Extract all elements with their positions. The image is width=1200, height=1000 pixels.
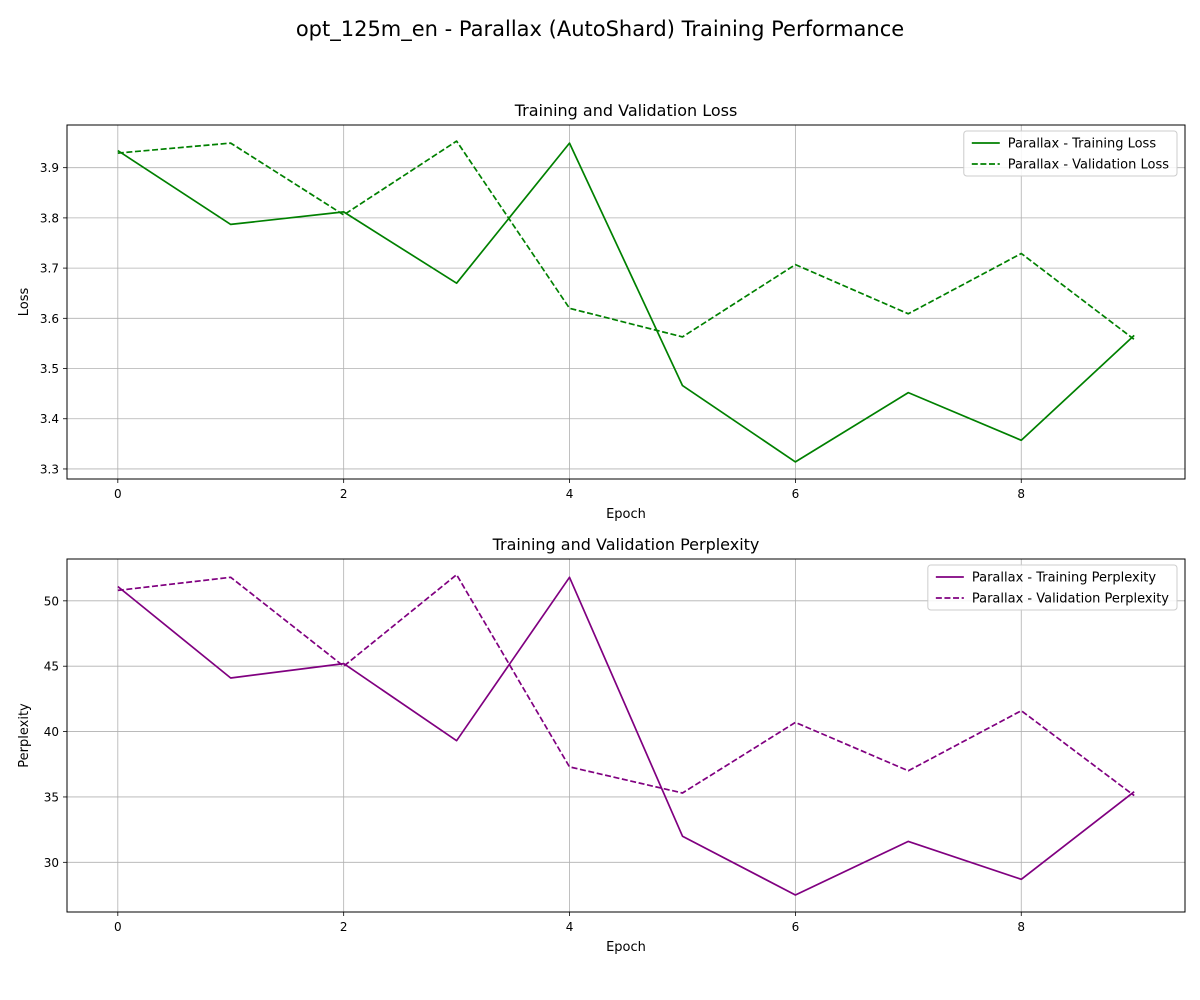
loss-chart: Training and Validation Loss 0 2 4 6 8 3.3 3.4 3… — [17, 101, 1186, 522]
loss-y-tick-label: 3.6 — [40, 312, 59, 326]
loss-x-tick-label: 0 — [114, 487, 122, 501]
perplexity-legend: Parallax - Training Perplexity Parallax -… — [927, 564, 1178, 611]
perplexity-y-tick-label: 45 — [44, 660, 59, 674]
perplexity-y-tick-label: 50 — [44, 594, 59, 608]
loss-y-tick-label: 3.9 — [40, 161, 59, 175]
loss-x-tick-label: 8 — [1017, 487, 1025, 501]
perplexity-y-tick-label: 40 — [44, 725, 59, 739]
loss-x-tick-label: 6 — [792, 487, 800, 501]
loss-legend-label-validation: Parallax - Validation Loss — [1008, 158, 1169, 173]
perplexity-chart-title: Training and Validation Perplexity — [492, 535, 760, 554]
loss-x-axis-label: Epoch — [606, 507, 646, 522]
loss-y-tick-label: 3.8 — [40, 211, 59, 225]
perplexity-x-tick-label: 4 — [566, 920, 574, 934]
loss-axes-frame — [66, 124, 1186, 480]
perplexity-x-tick-label: 0 — [114, 920, 122, 934]
perplexity-legend-box — [927, 564, 1178, 611]
loss-legend-box — [963, 130, 1178, 177]
loss-legend-label-training: Parallax - Training Loss — [1008, 137, 1157, 152]
perplexity-x-tick-label: 8 — [1017, 920, 1025, 934]
perplexity-x-axis-label: Epoch — [606, 940, 646, 955]
perplexity-y-axis-label: Perplexity — [17, 703, 32, 768]
loss-y-tick-label: 3.5 — [40, 362, 59, 376]
loss-legend: Parallax - Training Loss Parallax - Valid… — [963, 130, 1178, 177]
perplexity-y-tick-label: 35 — [44, 790, 59, 804]
loss-y-tick-label: 3.4 — [40, 412, 59, 426]
perplexity-validation-line — [117, 573, 1135, 797]
perplexity-x-tick-label: 6 — [792, 920, 800, 934]
perplexity-axes-frame — [66, 558, 1186, 913]
loss-x-tick-label: 4 — [566, 487, 574, 501]
loss-y-tick-label: 3.3 — [40, 462, 59, 476]
loss-y-axis-label: Loss — [17, 288, 32, 317]
loss-chart-title: Training and Validation Loss — [514, 101, 738, 120]
perplexity-y-tick-label: 30 — [44, 856, 59, 870]
perplexity-training-line — [117, 576, 1135, 896]
loss-validation-line — [117, 140, 1135, 341]
loss-x-tick-label: 2 — [340, 487, 348, 501]
perplexity-legend-label-training: Parallax - Training Perplexity — [972, 571, 1157, 586]
loss-training-line — [117, 142, 1135, 463]
perplexity-legend-label-validation: Parallax - Validation Perplexity — [972, 592, 1169, 607]
perplexity-x-tick-label: 2 — [340, 920, 348, 934]
loss-y-tick-label: 3.7 — [40, 262, 59, 276]
perplexity-chart: Training and Validation Perplexity 0 2 4 6 8 3… — [17, 535, 1186, 955]
figure-suptitle: opt_125m_en - Parallax (AutoShard) Train… — [296, 17, 904, 42]
